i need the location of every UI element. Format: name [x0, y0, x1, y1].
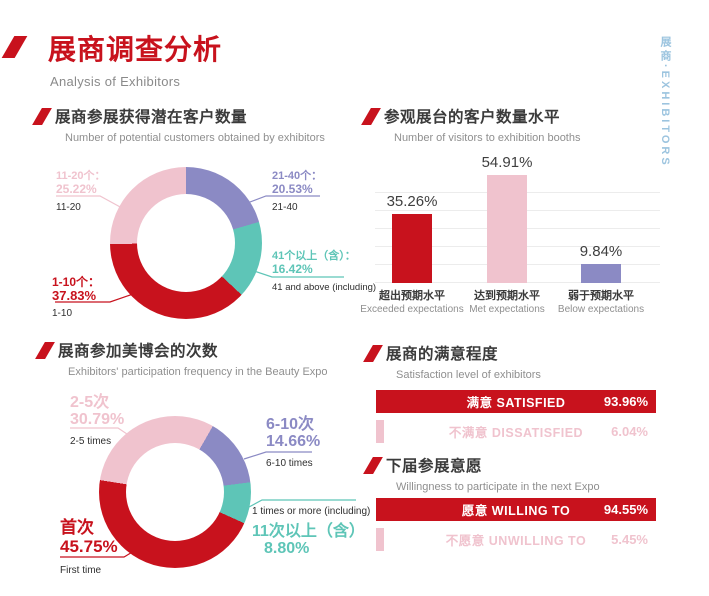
donut-label-cn: 21-40个： — [272, 170, 323, 182]
section-title-cn: 参观展台的客户数量水平 — [384, 109, 561, 126]
donut-hole — [137, 194, 235, 292]
section-header-satisfaction: 展商的满意程度 Satisfaction level of exhibitors — [363, 342, 541, 381]
donut-label-sub: 6-10 times — [266, 458, 313, 469]
section-header-potential-customers: 展商参展获得潜在客户数量 Number of potential custome… — [32, 105, 325, 144]
donut-label-first-time: 首次 45.75% First time — [60, 518, 118, 580]
title-slash-decoration — [1, 36, 28, 58]
hbar-percent: 93.96% — [603, 394, 648, 409]
section-header-visitors: 参观展台的客户数量水平 Number of visitors to exhibi… — [361, 105, 581, 144]
donut-label-sub: 1-10 — [52, 308, 73, 319]
section-header-frequency: 展商参加美博会的次数 Exhibitors' participation fre… — [35, 339, 328, 378]
donut-label-pct: 14.66% — [266, 433, 321, 450]
section-slash-icon — [363, 345, 383, 362]
donut-label-1-10: 1-10个： 37.83% 1-10 — [52, 276, 100, 320]
section-title-en: Exhibitors' participation frequency in t… — [68, 366, 328, 378]
donut-label-6-10-times: 6-10次 14.66% 6-10 times — [266, 416, 320, 472]
bar-below — [581, 264, 621, 283]
satisfaction-bars: 满意 SATISFIED 93.96% 不满意 DISSATISFIED 6.0… — [376, 390, 656, 443]
donut-label-11-20: 11-20个： 25.22% 11-20 — [56, 170, 106, 214]
hbar-label: 满意 SATISFIED — [466, 396, 566, 410]
hbar-label: 不愿意 UNWILLING TO — [445, 534, 587, 548]
bar-value-label: 9.84% — [579, 243, 623, 260]
donut-label-pct: 25.22% — [56, 182, 97, 196]
donut-label-cn: 11次以上（含） — [252, 523, 365, 540]
donut-label-pct: 8.80% — [264, 540, 310, 557]
section-title-en: Satisfaction level of exhibitors — [396, 369, 541, 381]
donut-label-cn: 41个以上（含）： — [272, 250, 356, 262]
hbar-label: 不满意 DISSATISFIED — [448, 426, 584, 440]
section-slash-icon — [35, 342, 55, 359]
bar-dissatisfied: 不满意 DISSATISFIED 6.04% — [376, 420, 656, 443]
bar-willing: 愿意 WILLING TO 94.55% — [376, 498, 656, 521]
stub-bar — [376, 420, 384, 443]
bar-category-en: Met expectations — [469, 304, 545, 315]
hbar-percent: 94.55% — [603, 502, 648, 517]
donut-label-pct: 45.75% — [60, 537, 118, 556]
bar-category-cn: 弱于预期水平 — [568, 290, 634, 302]
section-title-cn: 展商的满意程度 — [386, 346, 499, 363]
donut-label-pct: 16.42% — [272, 262, 313, 276]
hbar-percent: 5.45% — [611, 532, 648, 547]
donut-label-sub: 21-40 — [272, 202, 298, 213]
bar-category-met: 达到预期水平 Met expectations — [452, 287, 562, 315]
donut-label-sub: 1 times or more (including) — [252, 506, 371, 517]
stub-bar — [376, 528, 384, 551]
donut-label-sub: First time — [60, 565, 102, 576]
section-slash-icon — [363, 457, 383, 474]
section-title-en: Willingness to participate in the next E… — [396, 481, 600, 493]
bar-category-en: Exceeded expectations — [360, 304, 464, 315]
donut-label-sub: 11-20 — [56, 202, 81, 213]
section-slash-icon — [32, 108, 52, 125]
donut-label-sub: 41 and above (including) — [272, 282, 377, 293]
donut-label-cn: 6-10次 — [266, 416, 315, 433]
donut-label-sub: 2-5 times — [70, 436, 112, 447]
donut-label-2-5-times: 2-5次 30.79% 2-5 times — [70, 394, 124, 450]
donut-label-pct: 30.79% — [70, 411, 125, 428]
donut-hole — [126, 443, 224, 541]
donut-label-cn: 首次 — [60, 518, 94, 537]
donut-label-21-40: 21-40个： 20.53% 21-40 — [272, 170, 322, 214]
section-title-cn: 下届参展意愿 — [386, 458, 483, 475]
bar-category-en: Below expectations — [557, 304, 645, 315]
donut-label-41-above: 41个以上（含）： 16.42% 41 and above (including… — [272, 250, 376, 294]
donut-label-cn: 2-5次 — [70, 394, 110, 411]
bar-category-cn: 达到预期水平 — [474, 290, 540, 302]
bar-value-label: 54.91% — [481, 154, 533, 171]
donut-label-pct: 20.53% — [272, 182, 313, 196]
willingness-bars: 愿意 WILLING TO 94.55% 不愿意 UNWILLING TO 5.… — [376, 498, 656, 551]
bar-column-met: 54.91% — [452, 154, 562, 283]
section-title-cn: 展商参展获得潜在客户数量 — [55, 109, 248, 126]
bar-satisfied: 满意 SATISFIED 93.96% — [376, 390, 656, 413]
bar-column-exceeded: 35.26% — [357, 193, 467, 283]
section-title-en: Number of visitors to exhibition booths — [394, 132, 581, 144]
section-title-cn: 展商参加美博会的次数 — [58, 343, 219, 360]
bar-chart-visitors: 35.26% 54.91% 9.84% 超出预期水平 Exceeded expe… — [360, 154, 660, 315]
bar-unwilling: 不愿意 UNWILLING TO 5.45% — [376, 528, 656, 551]
donut-label-11-plus-times: 1 times or more (including) 11次以上（含） 8.8… — [252, 503, 370, 557]
section-header-willingness: 下届参展意愿 Willingness to participate in the… — [363, 454, 600, 493]
section-slash-icon — [361, 108, 381, 125]
bar-value-label: 35.26% — [386, 193, 438, 210]
donut-label-cn: 11-20个： — [56, 170, 106, 182]
section-title-en: Number of potential customers obtained b… — [65, 132, 325, 144]
bar-exceeded — [392, 214, 432, 283]
hbar-percent: 6.04% — [611, 424, 648, 439]
hbar-label: 愿意 WILLING TO — [461, 504, 571, 518]
bar-category-exceeded: 超出预期水平 Exceeded expectations — [357, 287, 467, 315]
donut-label-cn: 1-10个： — [52, 275, 101, 289]
donut-label-pct: 37.83% — [52, 288, 97, 303]
page-subtitle: Analysis of Exhibitors — [50, 74, 181, 89]
sidebar-vertical-label: 展商·EXHIBITORS — [659, 36, 671, 168]
bar-category-cn: 超出预期水平 — [379, 290, 445, 302]
bar-category-below: 弱于预期水平 Below expectations — [546, 287, 656, 315]
page-title: 展商调查分析 — [48, 34, 223, 65]
bar-column-below: 9.84% — [546, 243, 656, 283]
bar-met — [487, 175, 527, 283]
donut-chart-frequency — [99, 416, 251, 568]
donut-chart-potential-customers — [110, 167, 262, 319]
